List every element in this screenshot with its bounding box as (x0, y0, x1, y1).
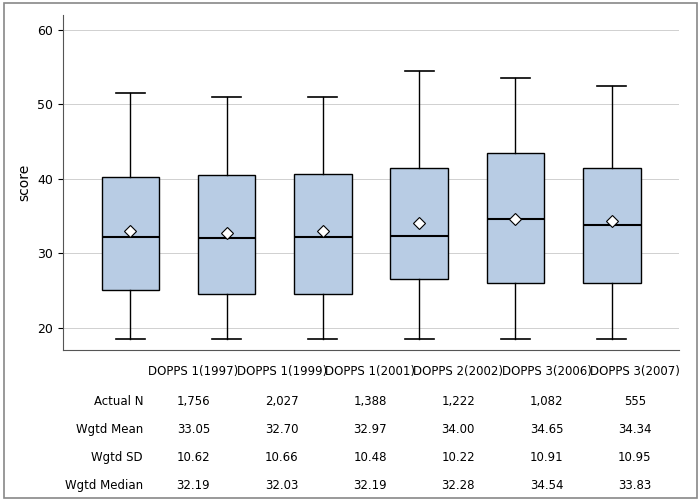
Text: 33.05: 33.05 (177, 422, 210, 436)
Text: 32.19: 32.19 (176, 478, 210, 492)
PathPatch shape (582, 168, 640, 283)
Text: 1,388: 1,388 (354, 394, 386, 407)
Text: 1,082: 1,082 (530, 394, 564, 407)
Text: DOPPS 1(2001): DOPPS 1(2001) (325, 366, 415, 378)
Text: 1,222: 1,222 (442, 394, 475, 407)
Text: 34.54: 34.54 (530, 478, 564, 492)
Text: 32.70: 32.70 (265, 422, 298, 436)
Text: DOPPS 2(2002): DOPPS 2(2002) (413, 366, 503, 378)
PathPatch shape (391, 168, 448, 280)
Text: 2,027: 2,027 (265, 394, 298, 407)
Text: 1,756: 1,756 (176, 394, 210, 407)
Text: Wgtd SD: Wgtd SD (92, 450, 143, 464)
PathPatch shape (294, 174, 351, 294)
Text: 34.65: 34.65 (530, 422, 564, 436)
Text: 34.34: 34.34 (618, 422, 652, 436)
Text: DOPPS 1(1997): DOPPS 1(1997) (148, 366, 239, 378)
Text: DOPPS 3(2007): DOPPS 3(2007) (590, 366, 680, 378)
Text: 32.03: 32.03 (265, 478, 298, 492)
Text: 10.22: 10.22 (442, 450, 475, 464)
Text: 32.28: 32.28 (442, 478, 475, 492)
Text: Wgtd Median: Wgtd Median (65, 478, 143, 492)
Text: 10.48: 10.48 (354, 450, 386, 464)
Text: 33.83: 33.83 (618, 478, 652, 492)
Text: Wgtd Mean: Wgtd Mean (76, 422, 143, 436)
Text: 10.62: 10.62 (176, 450, 210, 464)
Text: 34.00: 34.00 (442, 422, 475, 436)
Text: 10.95: 10.95 (618, 450, 652, 464)
Text: 10.66: 10.66 (265, 450, 298, 464)
PathPatch shape (197, 175, 256, 294)
PathPatch shape (486, 152, 545, 283)
PathPatch shape (102, 176, 160, 290)
Text: DOPPS 3(2006): DOPPS 3(2006) (502, 366, 592, 378)
Text: Actual N: Actual N (94, 394, 143, 407)
Text: 555: 555 (624, 394, 646, 407)
Text: DOPPS 1(1999): DOPPS 1(1999) (237, 366, 327, 378)
Y-axis label: score: score (18, 164, 32, 201)
Text: 32.97: 32.97 (354, 422, 387, 436)
Text: 10.91: 10.91 (530, 450, 564, 464)
Text: 32.19: 32.19 (354, 478, 387, 492)
